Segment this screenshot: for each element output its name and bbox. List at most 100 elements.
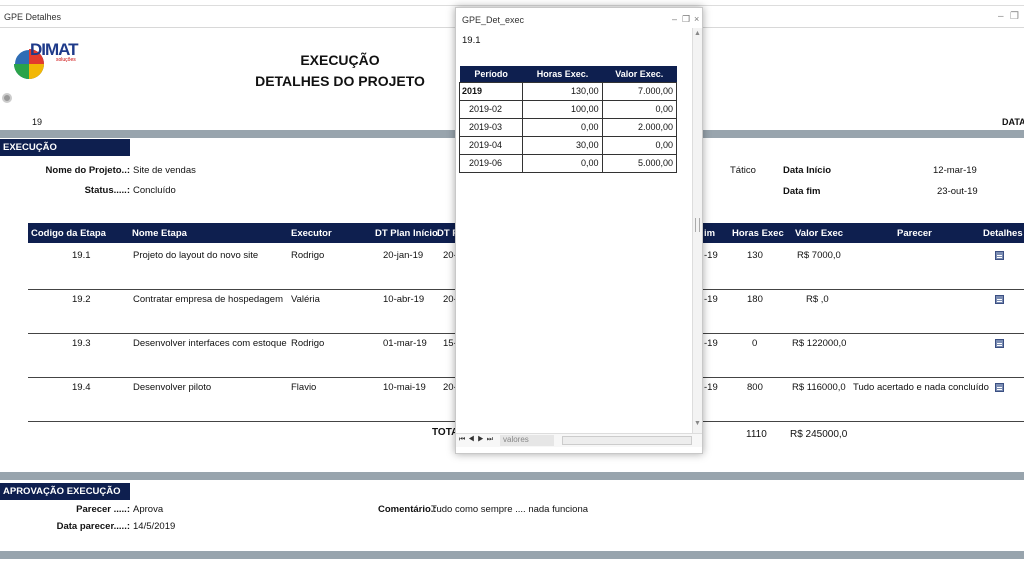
window-title: GPE Detalhes <box>4 12 62 22</box>
cell-dt-p: 15- <box>443 338 457 349</box>
col-dt-plan-inicio: DT Plan Início <box>375 228 438 239</box>
section-divider <box>0 472 1024 480</box>
total-valor: R$ 245000,0 <box>790 429 848 440</box>
table-row: 2019-04 30,00 0,00 <box>458 135 678 155</box>
vertical-scrollbar[interactable]: ▲ ▼ <box>692 28 702 433</box>
popup-window[interactable]: GPE_Det_exec – ❐ × 19.1 Período Horas Ex… <box>455 7 703 454</box>
cell-nome: Contratar empresa de hospedagem <box>133 294 283 305</box>
col-fim: im <box>704 228 716 239</box>
cell-fim: -19 <box>704 338 718 349</box>
table-row: 19.2 Contratar empresa de hospedagem Val… <box>0 289 1024 333</box>
cell-executor: Valéria <box>291 294 320 305</box>
cell-dt-p: 20- <box>443 382 457 393</box>
data-fim-label: Data fim <box>783 186 821 197</box>
total-label: TOTA <box>432 427 459 438</box>
cell-nome: Desenvolver piloto <box>133 382 212 393</box>
cell-dt-plan-inicio: 10-mai-19 <box>383 382 426 393</box>
col-executor: Executor <box>291 228 332 239</box>
cell-dt-plan-inicio: 20-jan-19 <box>383 250 424 261</box>
cell-periodo: 2019-04 <box>458 135 524 155</box>
logo-subtext: soluções <box>56 57 76 63</box>
cell-valor: R$ 122000,0 <box>792 338 847 349</box>
cell-codigo: 19.4 <box>72 382 91 393</box>
cell-valor: 2.000,00 <box>601 117 678 137</box>
gear-icon[interactable] <box>2 93 12 103</box>
cell-horas: 100,00 <box>522 99 603 119</box>
cell-nome: Desenvolver interfaces com estoque <box>133 338 287 349</box>
cell-valor: R$ 116000,0 <box>792 382 846 393</box>
scroll-thumb[interactable] <box>695 218 700 232</box>
scroll-down-icon[interactable]: ▼ <box>694 420 701 427</box>
table-row: 2019 130,00 7.000,00 <box>458 81 678 101</box>
cell-fim: -19 <box>704 250 718 261</box>
cell-codigo: 19.2 <box>72 294 91 305</box>
cell-horas: 30,00 <box>522 135 603 155</box>
cell-periodo: 2019-03 <box>458 117 524 137</box>
page-subtitle: DETALHES DO PROJETO <box>255 73 425 89</box>
popup-value: 19.1 <box>462 35 481 46</box>
col-codigo: Codigo da Etapa <box>31 228 106 239</box>
cell-horas: 800 <box>747 382 763 393</box>
table-row: 19.4 Desenvolver piloto Flavio 10-mai-19… <box>0 377 1024 421</box>
parecer-value: Aprova <box>133 504 164 515</box>
col-valor-exec: Valor Exec. <box>602 66 677 82</box>
cell-dt-p: 20- <box>443 294 457 305</box>
top-strip <box>0 0 1024 6</box>
cell-dt-plan-inicio: 10-abr-19 <box>383 294 425 305</box>
col-parecer: Parecer <box>897 228 932 239</box>
status-value: Concluído <box>133 185 176 196</box>
section-aprovacao-label: APROVAÇÃO EXECUÇÃO <box>0 483 130 500</box>
cell-horas: 130 <box>747 250 763 261</box>
detalhes-icon[interactable] <box>995 251 1004 260</box>
comentario-label: Comentário.: <box>378 504 437 515</box>
cell-valor: 0,00 <box>601 135 678 155</box>
cell-dt-plan-inicio: 01-mar-19 <box>383 338 427 349</box>
horizontal-scrollbar[interactable] <box>562 436 692 445</box>
detalhes-icon[interactable] <box>995 295 1004 304</box>
close-icon[interactable]: × <box>694 14 700 24</box>
tatico-value: Tático <box>730 165 756 176</box>
minimize-icon[interactable]: – <box>672 14 678 24</box>
col-dt-p: DT P <box>437 228 459 239</box>
cell-horas: 0 <box>752 338 758 349</box>
cell-nome: Projeto do layout do novo site <box>133 250 259 261</box>
cell-periodo: 2019-02 <box>458 99 524 119</box>
cell-valor: R$ ,0 <box>806 294 829 305</box>
cell-valor: 0,00 <box>601 99 678 119</box>
data-parecer-label: Data parecer.....: <box>56 521 130 532</box>
restore-icon[interactable]: ❐ <box>1010 11 1019 22</box>
cell-codigo: 19.3 <box>72 338 91 349</box>
restore-icon[interactable]: ❐ <box>682 14 691 24</box>
cell-executor: Rodrigo <box>291 250 325 261</box>
table-row: 19.1 Projeto do layout do novo site Rodr… <box>0 243 1024 289</box>
col-periodo: Período <box>459 66 523 82</box>
nome-projeto-label: Nome do Projeto..: <box>45 165 130 176</box>
cell-codigo: 19.1 <box>72 250 91 261</box>
scroll-up-icon[interactable]: ▲ <box>694 30 701 37</box>
data-inicio-value: 12-mar-19 <box>933 165 977 176</box>
comentario-value: Tudo como sempre .... nada funciona <box>431 504 589 515</box>
table-row: 19.3 Desenvolver interfaces com estoque … <box>0 333 1024 377</box>
section-divider-bottom <box>0 551 1024 559</box>
cell-fim: -19 <box>704 382 718 393</box>
periodo-table: Período Horas Exec. Valor Exec. 2019 130… <box>458 66 678 173</box>
minimize-icon[interactable]: – <box>998 11 1004 22</box>
cell-parecer: Tudo acertado e nada concluído <box>853 382 989 393</box>
detalhes-icon[interactable] <box>995 339 1004 348</box>
dimat-logo: DIMAT soluções <box>12 38 82 88</box>
cell-periodo: 2019 <box>458 81 524 101</box>
data-parecer-value: 14/5/2019 <box>133 521 176 532</box>
sheet-tab-valores[interactable]: valores <box>500 435 554 446</box>
col-horas-exec: Horas Exec <box>732 228 784 239</box>
sheet-nav-icons[interactable]: ⏮◀▶⏭ <box>459 436 497 443</box>
table-row: 2019-06 0,00 5.000,00 <box>458 153 678 173</box>
parecer-label: Parecer .....: <box>76 504 130 515</box>
cell-horas: 0,00 <box>522 153 603 173</box>
table-row: 2019-02 100,00 0,00 <box>458 99 678 119</box>
nome-projeto-value: Site de vendas <box>133 165 196 176</box>
sheet-tabs-bar: ⏮◀▶⏭ valores <box>456 433 702 447</box>
col-valor-exec: Valor Exec <box>795 228 844 239</box>
detalhes-icon[interactable] <box>995 383 1004 392</box>
data-inicio-label: Data Início <box>783 165 832 176</box>
popup-title: GPE_Det_exec <box>462 15 525 25</box>
